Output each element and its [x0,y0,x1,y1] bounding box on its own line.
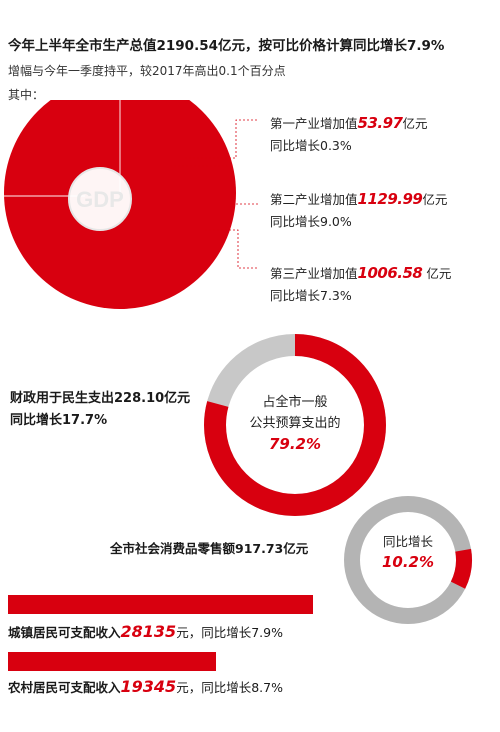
fiscal-text: 财政用于民生支出228.10亿元 同比增长17.7% [10,388,190,432]
urban-income-value: 28135 [120,622,177,641]
leader-line-primary [185,119,258,159]
gdp-donut-center-ring [68,167,132,231]
industry-primary-growth: 同比增长0.3% [270,138,352,153]
urban-income-prefix: 城镇居民可支配收入 [8,625,121,640]
urban-income-bar [8,595,313,614]
industry-tertiary-growth: 同比增长7.3% [270,288,352,303]
rural-income-text: 农村居民可支配收入19345元，同比增长8.7% [8,677,283,696]
industry-primary-name: 第一产业增加值 [270,116,358,131]
urban-income-suffix: 元，同比增长7.9% [176,625,283,640]
fiscal-ring-line-2: 公共预算支出的 [249,416,341,431]
fiscal-ring-percent: 79.2% [268,435,322,453]
leader-line-secondary [170,165,258,205]
sub-label: 其中： [8,88,45,102]
industry-secondary-name: 第二产业增加值 [270,192,358,207]
fiscal-line-2: 同比增长17.7% [10,413,108,428]
urban-income-text: 城镇居民可支配收入28135元，同比增长7.9% [8,622,283,641]
industry-tertiary-value: 1006.58 [357,264,423,282]
industry-tertiary-name: 第三产业增加值 [270,266,358,281]
industry-secondary-value: 1129.99 [357,190,423,208]
gdp-center-label: GDP [76,187,124,212]
gdp-donut-center [69,168,131,230]
industry-secondary-growth: 同比增长9.0% [270,214,352,229]
industry-primary-value: 53.97 [357,114,403,132]
fiscal-ring-share [204,334,386,516]
leader-line-tertiary [205,229,258,269]
rural-income-suffix: 元，同比增长8.7% [176,680,283,695]
fiscal-ring-label: 占全市一般 公共预算支出的 79.2% [235,392,355,455]
retail-label: 全市社会消费品零售额917.73亿元 [110,541,309,556]
industry-secondary-unit: 亿元 [422,192,448,207]
industry-primary-unit: 亿元 [402,116,428,131]
retail-ring-label: 同比增长 10.2% [372,531,444,573]
fiscal-ring-chart [204,334,386,516]
retail-ring-chart [344,496,472,624]
rural-income-value: 19345 [120,677,177,696]
fiscal-line-1: 财政用于民生支出228.10亿元 [10,391,191,406]
headline: 今年上半年全市生产总值2190.54亿元，按可比价格计算同比增长7.9% [8,38,445,54]
industry-secondary: 第二产业增加值1129.99亿元 同比增长9.0% [270,188,447,233]
rural-income-bar [8,652,217,671]
industry-primary: 第一产业增加值53.97亿元 同比增长0.3% [270,112,427,157]
fiscal-ring-line-1: 占全市一般 [262,395,328,410]
retail-ring-line-1: 同比增长 [382,534,433,549]
headline-subtitle: 增幅与今年一季度持平，较2017年高出0.1个百分点 [8,64,286,78]
rural-income-prefix: 农村居民可支配收入 [8,680,121,695]
industry-tertiary: 第三产业增加值1006.58 亿元 同比增长7.3% [270,262,451,307]
gdp-donut-chart: GDP [4,100,258,309]
retail-ring-percent: 10.2% [381,553,435,571]
industry-tertiary-unit: 亿元 [422,266,452,281]
